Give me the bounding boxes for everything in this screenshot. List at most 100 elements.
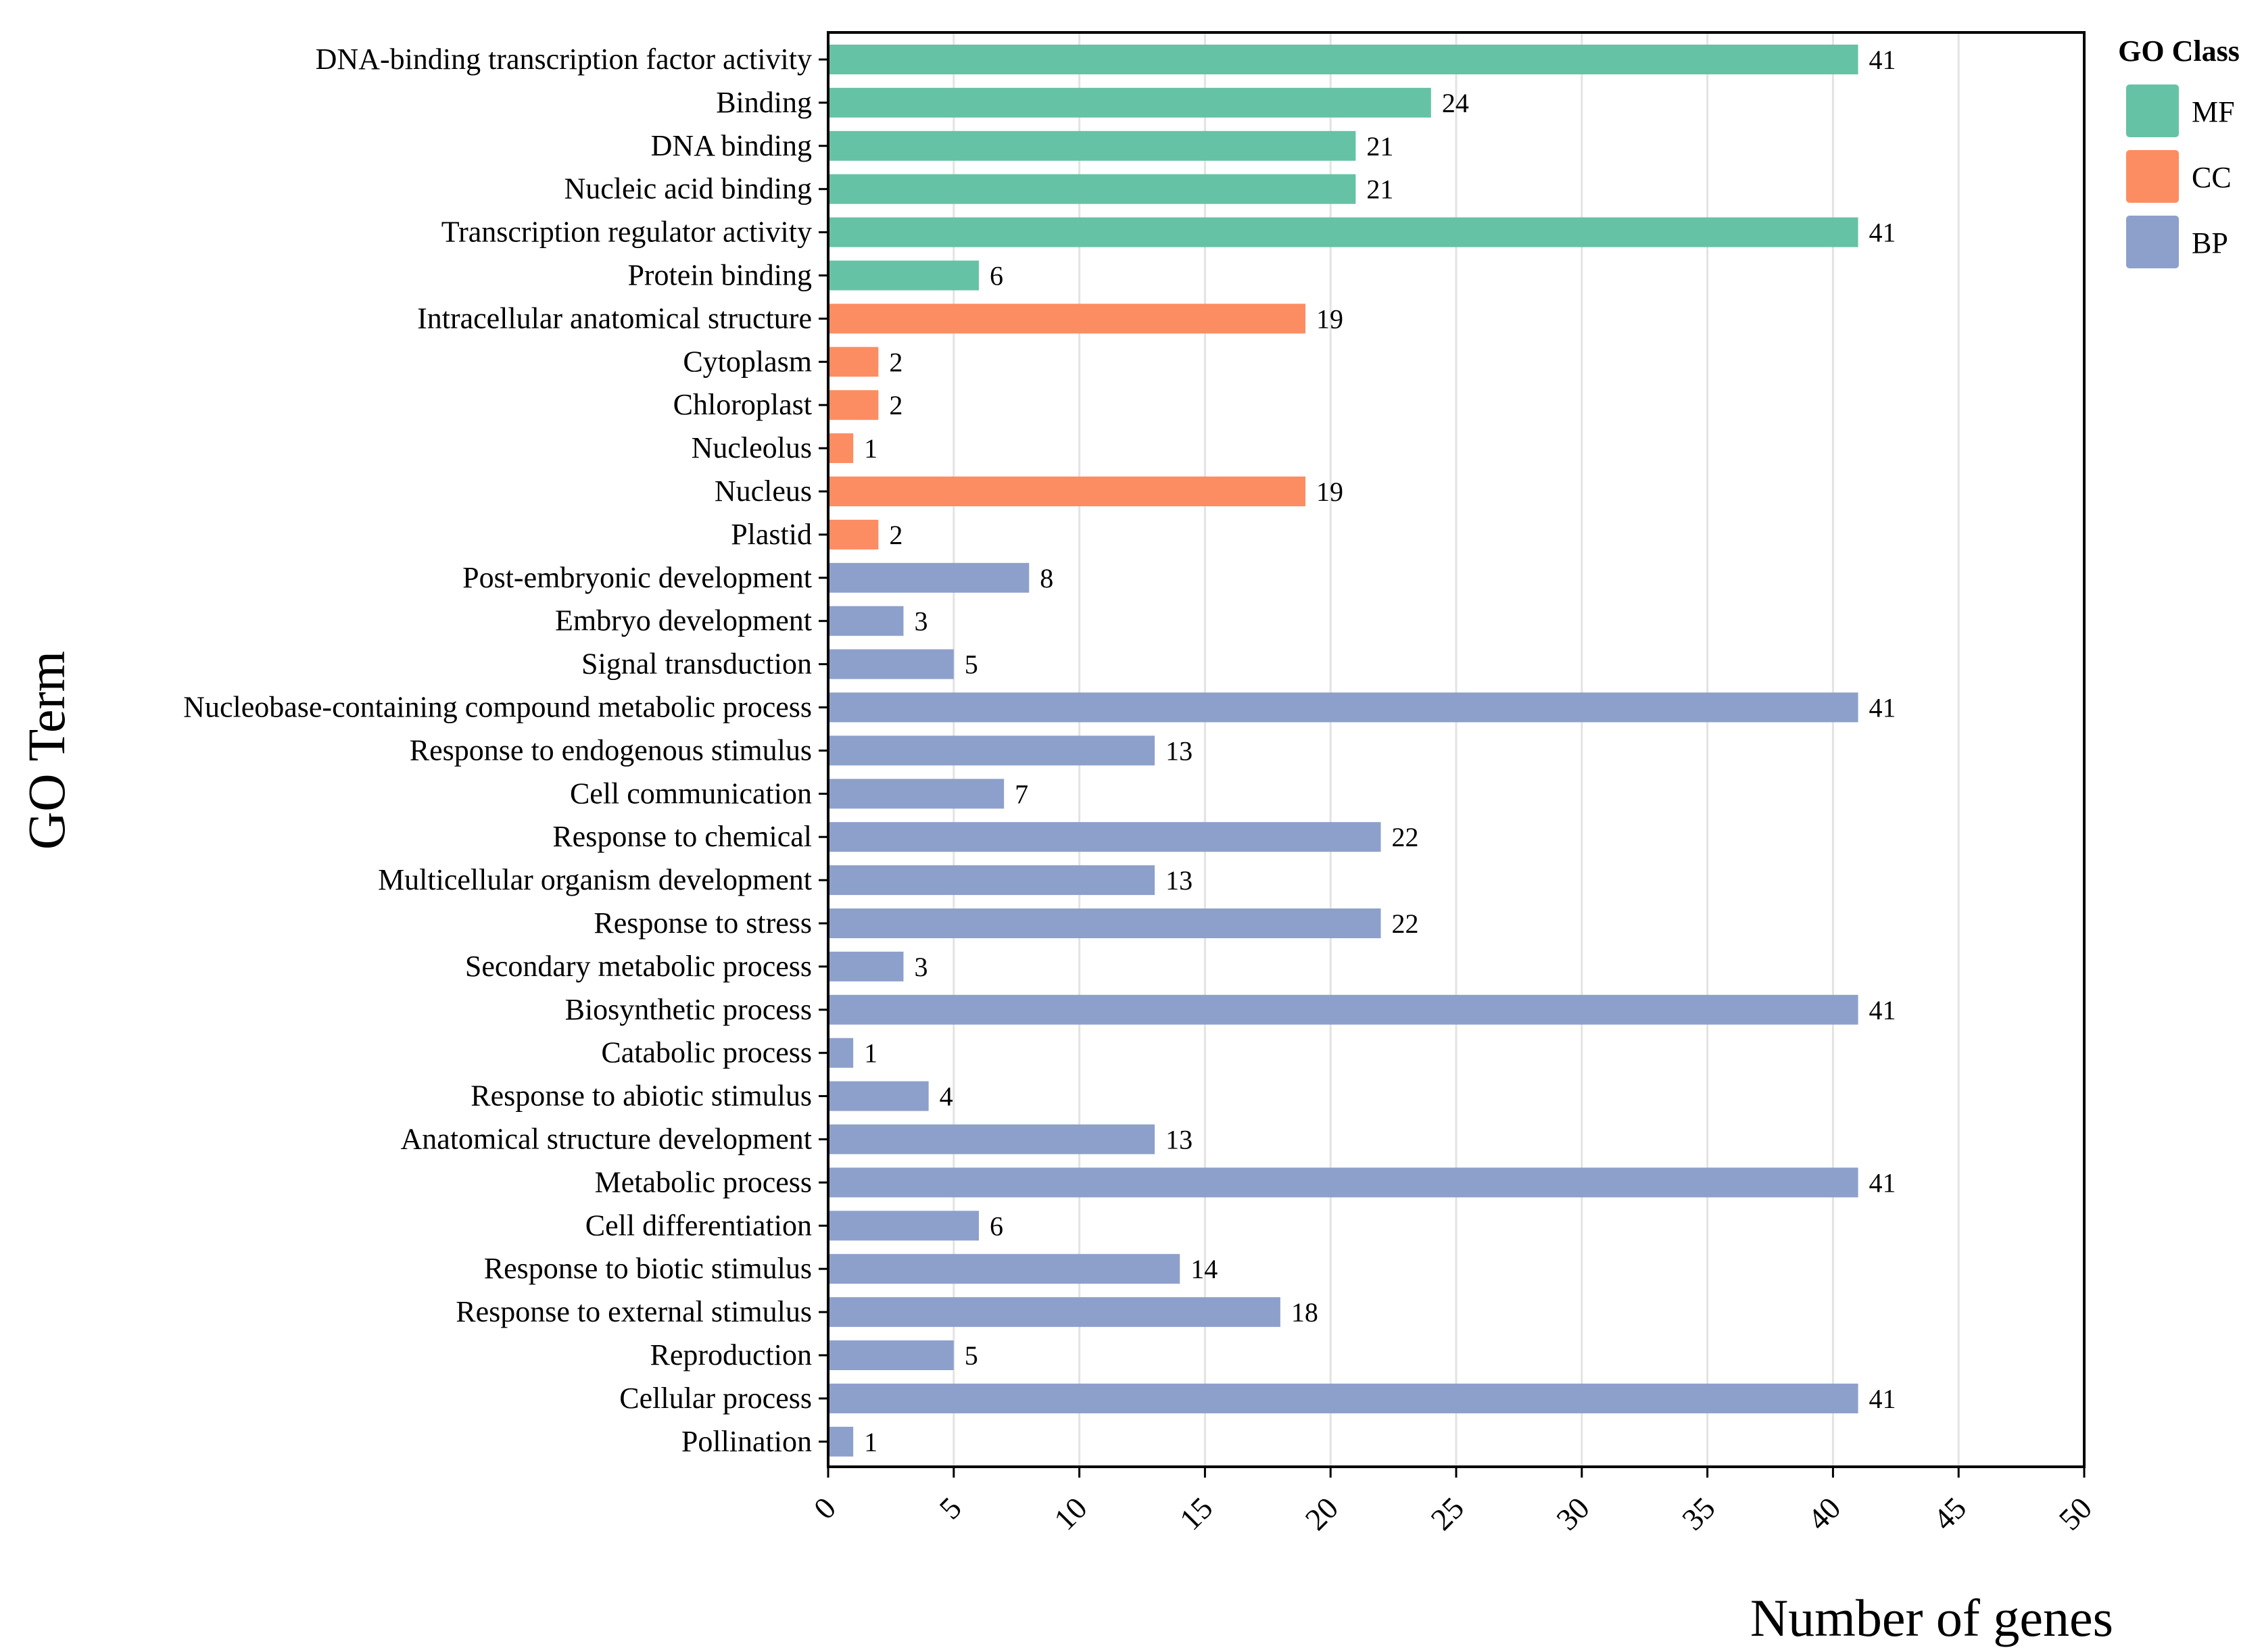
y-tick-label: Protein binding <box>627 259 812 292</box>
y-tick-label: Response to biotic stimulus <box>484 1252 812 1285</box>
bar-bp <box>828 1211 979 1241</box>
y-tick-label: Metabolic process <box>595 1165 812 1198</box>
bar-mf <box>828 174 1356 204</box>
y-tick-label: Cytoplasm <box>683 345 812 378</box>
bar-bp <box>828 1124 1155 1155</box>
y-tick-label: Pollination <box>681 1425 812 1458</box>
y-axis: DNA-binding transcription factor activit… <box>183 43 828 1458</box>
y-tick-label: Response to chemical <box>552 820 812 853</box>
bar-bp <box>828 1426 854 1457</box>
legend-label-cc: CC <box>2192 161 2232 194</box>
value-label: 1 <box>864 1427 877 1457</box>
bar-cc <box>828 477 1306 506</box>
y-tick-label: Multicellular organism development <box>378 863 812 896</box>
y-tick-label: Embryo development <box>555 604 812 637</box>
value-label: 7 <box>1015 779 1028 809</box>
bar-bp <box>828 1383 1858 1413</box>
bar-bp <box>828 822 1381 852</box>
value-label: 22 <box>1392 908 1419 939</box>
bar-bp <box>828 1167 1858 1198</box>
value-label: 13 <box>1165 1125 1193 1155</box>
bar-bp <box>828 908 1381 938</box>
value-label: 24 <box>1442 88 1469 118</box>
value-label: 2 <box>889 520 903 550</box>
y-tick-label: Response to abiotic stimulus <box>471 1079 812 1113</box>
value-label: 1 <box>864 433 877 464</box>
bar-bp <box>828 951 904 981</box>
value-label: 19 <box>1316 303 1343 334</box>
value-label: 1 <box>864 1038 877 1069</box>
value-label: 13 <box>1165 735 1193 766</box>
value-label: 21 <box>1366 174 1393 205</box>
value-label: 8 <box>1040 563 1053 593</box>
value-label: 5 <box>965 1340 978 1371</box>
bar-bp <box>828 779 1005 809</box>
legend-label-bp: BP <box>2192 226 2228 260</box>
y-tick-label: Plastid <box>731 518 812 551</box>
bar-cc <box>828 433 854 464</box>
legend-swatch-cc <box>2126 150 2179 203</box>
bar-bp <box>828 735 1155 766</box>
bar-mf <box>828 130 1356 161</box>
value-label: 2 <box>889 390 903 420</box>
y-tick-label: Nucleus <box>715 475 812 508</box>
value-label: 41 <box>1869 995 1896 1025</box>
value-label: 14 <box>1190 1254 1218 1284</box>
bar-bp <box>828 1254 1180 1284</box>
value-label: 21 <box>1366 131 1393 162</box>
bar-bp <box>828 1038 854 1068</box>
value-label: 22 <box>1392 822 1419 852</box>
value-label: 41 <box>1869 218 1896 248</box>
bar-bp <box>828 1297 1280 1328</box>
value-label: 41 <box>1869 693 1896 723</box>
value-label: 3 <box>914 606 928 637</box>
bar-bp <box>828 649 954 679</box>
bar-cc <box>828 347 879 377</box>
legend-swatch-mf <box>2126 84 2179 137</box>
y-tick-label: Reproduction <box>650 1338 812 1371</box>
bars-group <box>828 45 1858 1457</box>
legend-label-mf: MF <box>2192 95 2235 128</box>
bar-bp <box>828 865 1155 896</box>
y-tick-label: Response to external stimulus <box>456 1295 812 1328</box>
y-tick-label: Cell differentiation <box>585 1209 812 1242</box>
value-label: 41 <box>1869 45 1896 75</box>
bar-bp <box>828 692 1858 723</box>
y-tick-label: DNA-binding transcription factor activit… <box>316 43 812 76</box>
value-label: 41 <box>1869 1167 1896 1198</box>
y-tick-label: Chloroplast <box>673 388 812 421</box>
y-tick-label: Post-embryonic development <box>462 561 812 594</box>
bar-bp <box>828 1340 954 1370</box>
value-label: 13 <box>1165 865 1193 896</box>
value-label: 4 <box>940 1082 953 1112</box>
value-labels-group: 4124212141619221192835411372213223411413… <box>864 45 1896 1457</box>
bar-mf <box>828 87 1431 118</box>
value-label: 2 <box>889 347 903 377</box>
value-label: 5 <box>965 650 978 680</box>
y-tick-label: Transcription regulator activity <box>441 216 812 249</box>
legend: GO Class MF CC BP <box>2118 34 2240 268</box>
value-label: 6 <box>990 261 1003 291</box>
bar-bp <box>828 1081 929 1111</box>
y-tick-label: DNA binding <box>651 129 812 162</box>
y-tick-label: Anatomical structure development <box>401 1123 812 1156</box>
y-tick-label: Signal transduction <box>581 648 812 681</box>
value-label: 19 <box>1316 477 1343 507</box>
y-tick-label: Nucleobase-containing compound metabolic… <box>183 691 812 724</box>
value-label: 18 <box>1291 1297 1318 1328</box>
y-tick-label: Nucleolus <box>692 431 812 464</box>
y-tick-label: Response to stress <box>594 906 812 940</box>
value-label: 3 <box>914 952 928 982</box>
bar-mf <box>828 217 1858 247</box>
x-axis-title: Number of genes <box>1750 1588 2113 1647</box>
bar-cc <box>828 519 879 550</box>
bar-mf <box>828 45 1858 74</box>
y-tick-label: Secondary metabolic process <box>465 950 812 983</box>
bar-bp <box>828 994 1858 1025</box>
value-label: 6 <box>990 1211 1003 1241</box>
bar-cc <box>828 390 879 420</box>
y-tick-label: Catabolic process <box>601 1036 812 1069</box>
y-tick-label: Binding <box>716 86 812 119</box>
y-tick-label: Cellular process <box>619 1382 812 1415</box>
